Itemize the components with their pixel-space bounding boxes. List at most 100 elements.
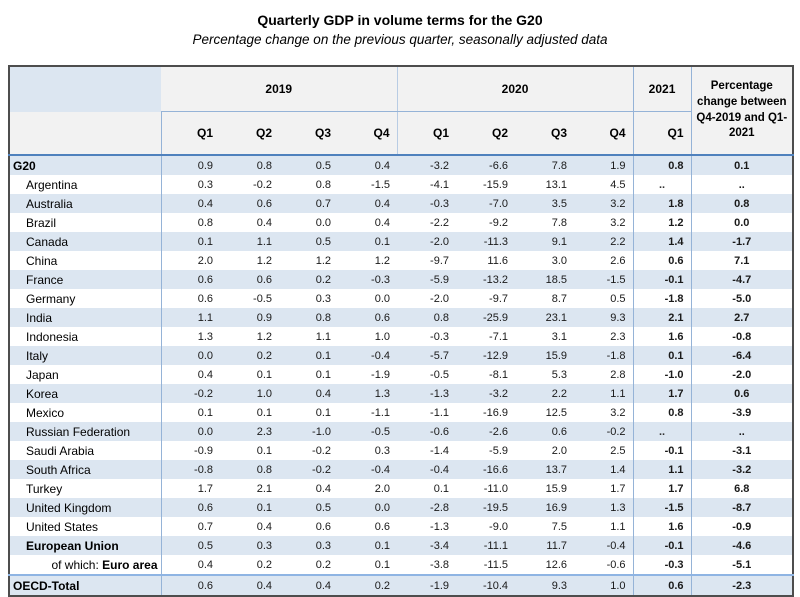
table-row: Japan 0.4 0.1 0.1 -1.9 -0.5 -8.1 5.3 2.8 -1.0 -2.0: [9, 365, 794, 384]
gdp-value-cell: 0.6: [161, 574, 220, 596]
pct-change-cell: -2.0: [690, 365, 794, 384]
gdp-value-cell: 0.4: [220, 574, 279, 596]
country-label: South Africa: [9, 460, 162, 479]
country-label: United States: [9, 517, 162, 536]
gdp-value-cell: -0.1: [632, 441, 692, 460]
gdp-value-cell: -5.9: [397, 270, 457, 289]
gdp-value-cell: 15.9: [545, 482, 568, 495]
gdp-value-cell: 12.5: [545, 406, 568, 419]
pct-change-header: Percentage change between Q4-2019 and Q1…: [690, 66, 794, 156]
table-row: Korea -0.2 1.0 0.4 1.3 -1.3 -3.2 2.2 1.1 1.7 0.6: [9, 384, 794, 403]
gdp-value-cell: 0.4: [279, 384, 338, 403]
gdp-value-cell: -11.3: [456, 232, 516, 251]
gdp-value-cell: 12.6: [545, 558, 568, 571]
gdp-value-cell: 0.0: [161, 346, 220, 365]
page-subtitle: Percentage change on the previous quarte…: [192, 32, 608, 47]
corner-cell: [9, 66, 161, 112]
gdp-value-cell: 0.9: [161, 155, 220, 175]
gdp-value-cell: 0.5: [610, 292, 626, 305]
gdp-value-cell: 0.0: [374, 292, 391, 305]
gdp-value-cell: 18.5: [515, 270, 575, 289]
gdp-value-cell: 13.1: [545, 178, 568, 191]
gdp-value-cell: 0.1: [256, 406, 272, 419]
pct-change-cell: -0.8: [690, 327, 794, 346]
gdp-value-cell: 1.7: [632, 479, 692, 498]
gdp-value-cell: -0.5: [253, 292, 272, 305]
gdp-value-cell: 0.6: [161, 270, 220, 289]
gdp-value-cell: -15.9: [482, 178, 509, 191]
gdp-value-cell: 13.7: [515, 460, 575, 479]
country-label: Brazil: [9, 213, 162, 232]
gdp-value-cell: 0.6: [374, 520, 391, 533]
gdp-value-cell: 1.4: [574, 460, 634, 479]
gdp-value-cell: 0.1: [433, 482, 450, 495]
gdp-value-cell: 0.6: [197, 292, 213, 305]
table-row: United Kingdom 0.6 0.1 0.5 0.0 -2.8 -19.5 16.9 1…: [9, 498, 794, 517]
gdp-value-cell: -16.9: [482, 406, 509, 419]
gdp-value-cell: 0.4: [374, 216, 391, 229]
gdp-value-cell: 1.0: [374, 330, 391, 343]
gdp-value-cell: -1.8: [574, 346, 634, 365]
gdp-value-cell: 1.7: [610, 482, 626, 495]
page-title: Quarterly GDP in volume terms for the G2…: [257, 12, 543, 28]
gdp-value-cell: 0.8: [279, 308, 338, 327]
gdp-value-cell: -1.5: [574, 270, 634, 289]
gdp-value-cell: 0.2: [256, 558, 272, 571]
gdp-value-cell: -1.3: [430, 520, 450, 533]
gdp-value-cell: 1.2: [256, 254, 272, 267]
gdp-value-cell: 3.0: [551, 254, 568, 267]
pct-change-cell: -1.7: [690, 232, 794, 251]
gdp-value-cell: 0.3: [374, 444, 391, 457]
gdp-value-cell: 7.5: [551, 520, 568, 533]
quarter-header: Q1: [632, 111, 692, 156]
gdp-value-cell: 0.2: [338, 574, 398, 596]
gdp-value-cell: -5.9: [489, 444, 509, 457]
table-row: Saudi Arabia -0.9 0.1 -0.2 0.3 -1.4 -5.9 2.0 2.5…: [9, 441, 794, 460]
gdp-value-cell: 0.1: [315, 368, 331, 381]
gdp-value-cell: 0.1: [161, 232, 220, 251]
gdp-value-cell: 0.1: [315, 406, 331, 419]
country-label: G20: [9, 155, 162, 175]
country-label-prefix: of which:: [51, 557, 103, 572]
gdp-value-cell: 1.9: [574, 155, 634, 175]
pct-change-cell: -2.3: [690, 574, 794, 596]
pct-change-cell: -5.1: [690, 555, 794, 575]
corner-cell-2: [9, 111, 162, 156]
gdp-value-cell: -0.4: [397, 460, 457, 479]
year-header-row: 2019 2020 2021 Percentage change between…: [9, 66, 794, 156]
quarter-header-row: Q1 Q2 Q3 Q4 Q1 Q2 Q3 Q4 Q1: [9, 111, 793, 156]
gdp-value-cell: 0.2: [315, 558, 331, 571]
gdp-value-cell: 3.1: [551, 330, 568, 343]
gdp-value-cell: -0.1: [632, 270, 692, 289]
gdp-value-cell: 1.6: [632, 327, 692, 346]
gdp-value-cell: 7.8: [551, 216, 568, 229]
gdp-value-cell: 0.8: [315, 178, 331, 191]
table-row: of which: Euro area 0.4 0.2 0.2 0.1 -3.8 -11.5…: [9, 555, 794, 575]
country-label: Korea: [9, 384, 162, 403]
country-label: of which: Euro area: [9, 555, 162, 575]
gdp-value-cell: -1.0: [632, 365, 692, 384]
quarter-header: Q1: [161, 111, 220, 156]
gdp-value-cell: 2.2: [515, 384, 575, 403]
gdp-value-cell: 0.4: [279, 574, 338, 596]
gdp-value-cell: 0.5: [279, 498, 338, 517]
table-row: India 1.1 0.9 0.8 0.6 0.8 -25.9 23.1 9.3 2.1 2.7: [9, 308, 794, 327]
gdp-value-cell: -12.9: [456, 346, 516, 365]
gdp-value-cell: 0.1: [338, 232, 398, 251]
country-label: France: [9, 270, 162, 289]
gdp-value-cell: 0.1: [374, 558, 391, 571]
gdp-value-cell: 1.8: [632, 194, 692, 213]
gdp-value-cell: -2.2: [430, 216, 450, 229]
gdp-value-cell: -13.2: [456, 270, 516, 289]
gdp-value-cell: -1.8: [632, 289, 692, 308]
gdp-value-cell: 1.2: [374, 254, 391, 267]
gdp-value-cell: 0.4: [161, 194, 220, 213]
gdp-value-cell: 0.1: [220, 498, 279, 517]
country-label: China: [9, 251, 162, 270]
pct-change-cell: -3.2: [690, 460, 794, 479]
pct-change-cell: -5.0: [690, 289, 794, 308]
gdp-value-cell: 0.8: [632, 155, 692, 175]
gdp-value-cell: 1.0: [574, 574, 634, 596]
gdp-value-cell: 1.2: [256, 330, 272, 343]
gdp-value-cell: 3.2: [610, 406, 626, 419]
